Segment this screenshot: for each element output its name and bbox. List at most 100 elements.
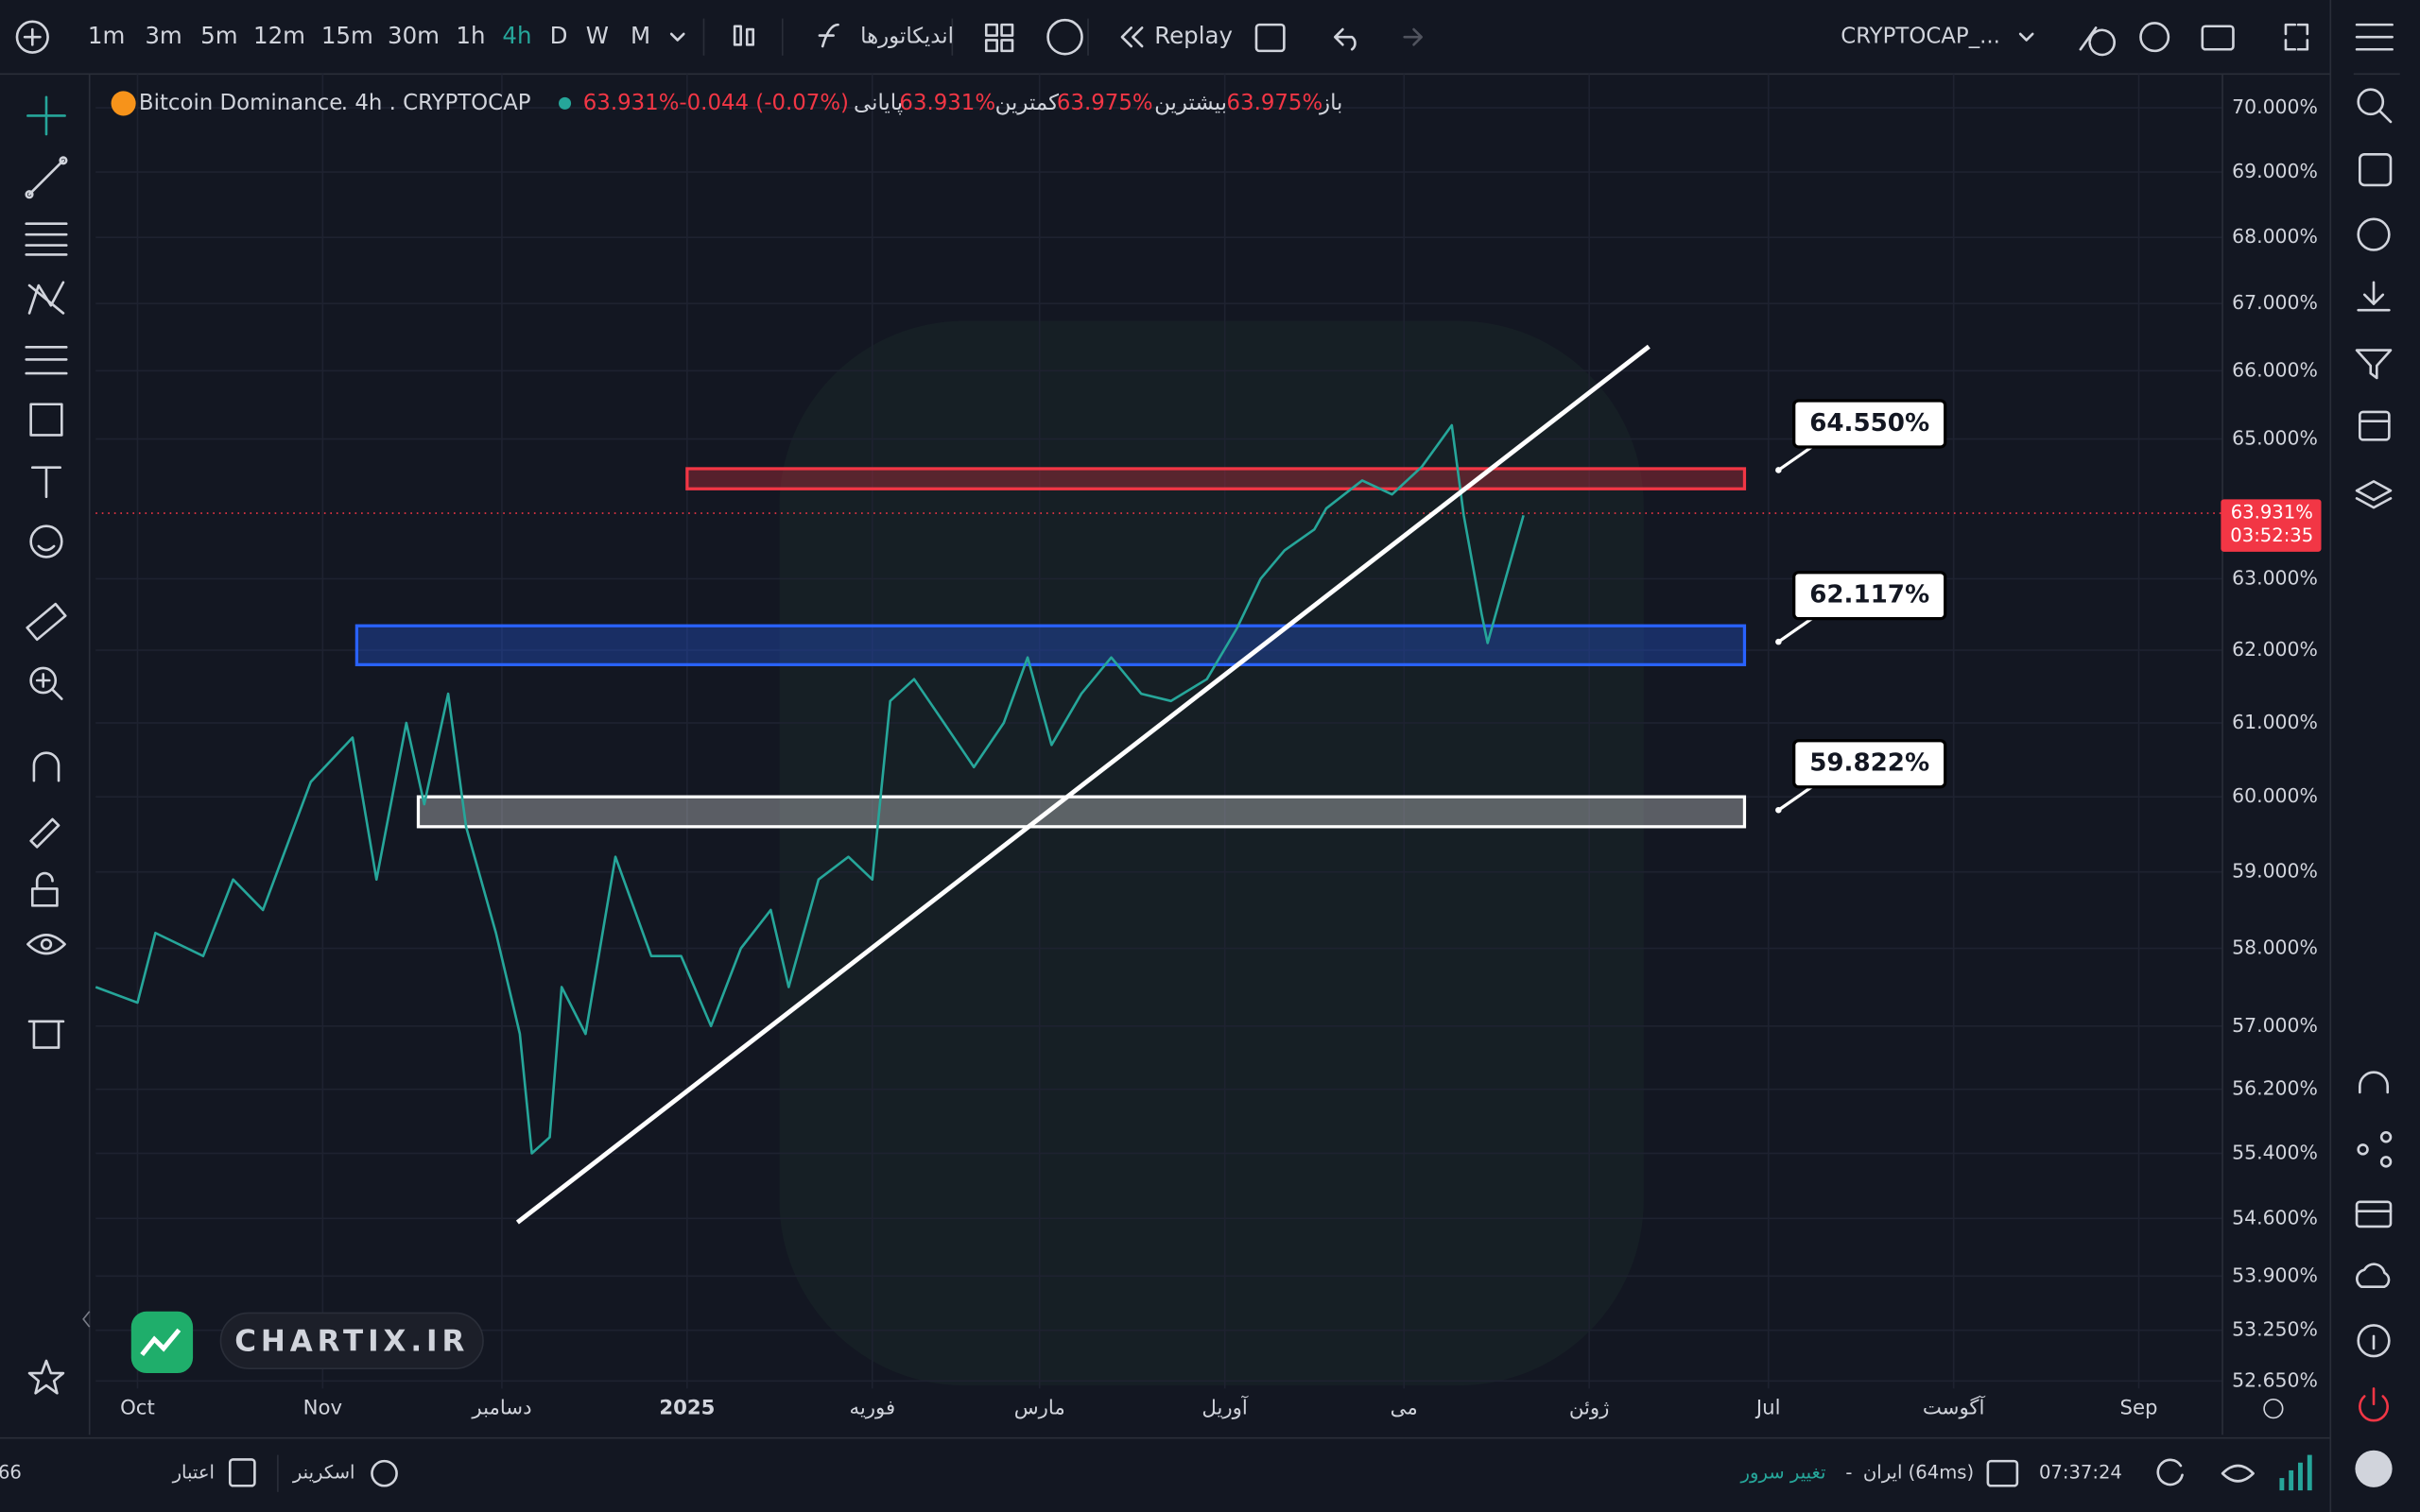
text-tool[interactable] <box>30 466 61 499</box>
menu-button[interactable] <box>2355 23 2394 51</box>
y-tick-label: 52.650% <box>2232 1368 2318 1391</box>
callout-label: 64.550% <box>1809 409 1929 438</box>
avatar[interactable] <box>2355 1450 2393 1487</box>
download-button[interactable] <box>2357 281 2391 312</box>
y-tick-label: 59.000% <box>2232 860 2318 883</box>
price-button[interactable] <box>2359 152 2393 187</box>
share-button[interactable] <box>2357 1131 2393 1168</box>
subscription-time: 66 روز و 04:20:58 <box>0 1462 22 1484</box>
x-tick-label: آوریل <box>1201 1395 1248 1420</box>
shape-tool[interactable] <box>29 403 63 437</box>
callout-anchor <box>1775 638 1782 645</box>
interval-button[interactable]: W <box>586 22 609 49</box>
indicator-icon[interactable] <box>818 23 839 48</box>
y-tick-label: 65.000% <box>2232 427 2318 450</box>
y-tick-label: 53.250% <box>2232 1318 2318 1341</box>
refresh-button[interactable] <box>2156 1458 2184 1486</box>
trendline-tool[interactable] <box>25 156 68 199</box>
interval-button[interactable]: 30m <box>388 22 440 49</box>
lock-tool[interactable] <box>30 871 59 907</box>
alert-button[interactable] <box>2079 26 2116 57</box>
billing-button[interactable] <box>2355 1200 2393 1228</box>
screenshot-button[interactable] <box>2201 25 2235 51</box>
zone <box>416 795 1747 829</box>
symbol-button[interactable]: CRYPTOCAP_... <box>1841 25 2000 49</box>
x-tick-label: Sep <box>2120 1397 2158 1420</box>
pattern-tool[interactable] <box>27 281 65 315</box>
status-dot <box>559 96 572 110</box>
axis-settings-button[interactable] <box>2263 1399 2284 1419</box>
interval-dropdown[interactable] <box>669 32 685 42</box>
emoji-tool[interactable] <box>29 524 63 558</box>
y-tick-label: 60.000% <box>2232 784 2318 807</box>
interval-button[interactable]: 12m <box>253 22 305 49</box>
x-tick-label: 2025 <box>659 1397 715 1420</box>
calendar-button[interactable] <box>2359 410 2391 441</box>
add-symbol-button[interactable] <box>15 20 49 54</box>
y-tick-label: 56.200% <box>2232 1077 2318 1100</box>
power-button[interactable] <box>2359 1387 2390 1422</box>
crosshair-tool[interactable] <box>26 95 66 136</box>
fullscreen-button[interactable] <box>2284 23 2309 51</box>
delete-tool[interactable] <box>27 1020 65 1049</box>
y-tick-label: 54.600% <box>2232 1206 2318 1228</box>
rect-button[interactable] <box>1254 23 1286 53</box>
screener-icon[interactable] <box>371 1459 398 1487</box>
r-button[interactable] <box>1046 18 1083 56</box>
server-icon <box>1986 1459 2019 1487</box>
settings-button[interactable] <box>2139 22 2170 53</box>
interval-button[interactable]: 5m <box>200 22 237 49</box>
zoom-tool[interactable] <box>29 666 63 700</box>
indicators-button[interactable]: اندیکاتورها <box>860 25 954 49</box>
symbol-info: . 4h . CRYPTOCAP <box>341 91 531 115</box>
interval-button[interactable]: 4h <box>502 22 531 49</box>
interval-button[interactable]: 1h <box>456 22 485 49</box>
watermark-logo-mark <box>140 1328 182 1356</box>
replay-button[interactable]: Replay <box>1154 22 1233 49</box>
zone <box>685 467 1747 490</box>
replay-icon[interactable] <box>1120 26 1144 48</box>
chart-type-button[interactable] <box>733 25 755 46</box>
interval-button[interactable]: 3m <box>145 22 182 49</box>
interval-button[interactable]: 15m <box>321 22 373 49</box>
callout-pointer <box>1777 783 1815 812</box>
interval-button[interactable]: 1m <box>88 22 125 49</box>
callout-pointer <box>1777 443 1815 472</box>
background-logo <box>779 320 1644 1386</box>
price-line <box>95 423 1525 1155</box>
projection-tool[interactable] <box>25 346 68 375</box>
ruler-tool[interactable] <box>26 602 67 642</box>
layers-button[interactable] <box>2355 480 2393 509</box>
y-tick-label: 68.000% <box>2232 225 2318 248</box>
interval-button[interactable]: D <box>550 22 568 49</box>
magnet-tool[interactable] <box>32 751 60 782</box>
top-toolbar <box>0 0 2331 75</box>
visibility-tool[interactable] <box>26 934 66 955</box>
callout-anchor <box>1775 806 1782 814</box>
change-server-link[interactable]: تغییر سرور <box>1740 1462 1826 1484</box>
fib-tool[interactable] <box>25 222 68 256</box>
favorites-tool[interactable] <box>27 1359 65 1395</box>
filter-button[interactable] <box>2355 349 2393 380</box>
support-button[interactable] <box>2359 1071 2390 1094</box>
redo-button[interactable] <box>1403 27 1423 46</box>
x-tick-label: مارس <box>1014 1397 1065 1420</box>
y-tick-label: 66.000% <box>2232 358 2318 381</box>
interval-button[interactable]: M <box>631 22 650 49</box>
lock-draw-tool[interactable] <box>29 817 60 849</box>
ohlc-value: 63.931% <box>899 91 995 115</box>
screener-label[interactable]: اسکرینر <box>292 1462 355 1484</box>
y-tick-label: 53.900% <box>2232 1263 2318 1286</box>
calendar-icon <box>228 1458 256 1487</box>
info-button[interactable] <box>2357 1324 2391 1358</box>
undo-button[interactable] <box>1333 27 1357 51</box>
visibility-button[interactable] <box>2221 1464 2255 1483</box>
callout-label: 59.822% <box>1809 749 1929 778</box>
symbol-dropdown[interactable] <box>2018 32 2034 42</box>
weather-button[interactable] <box>2356 1263 2391 1288</box>
layout-button[interactable] <box>984 23 1014 53</box>
search-button[interactable] <box>2357 88 2393 124</box>
collapse-toggle[interactable] <box>82 1311 91 1328</box>
alert-button[interactable] <box>2357 217 2391 251</box>
